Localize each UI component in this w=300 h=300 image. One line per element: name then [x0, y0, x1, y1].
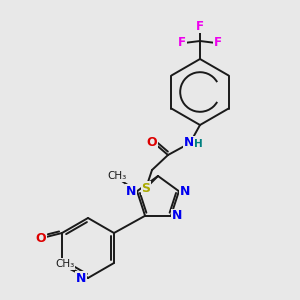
Text: F: F [178, 37, 186, 50]
Text: N: N [180, 185, 190, 198]
Text: O: O [36, 232, 46, 245]
Text: CH₃: CH₃ [56, 259, 75, 269]
Text: O: O [147, 136, 157, 148]
Text: N: N [126, 185, 136, 198]
Text: H: H [194, 139, 202, 149]
Text: F: F [214, 37, 222, 50]
Text: F: F [196, 20, 204, 32]
Text: N: N [76, 272, 86, 284]
Text: N: N [184, 136, 194, 149]
Text: CH₃: CH₃ [107, 171, 127, 181]
Text: N: N [172, 209, 182, 222]
Text: S: S [142, 182, 151, 194]
